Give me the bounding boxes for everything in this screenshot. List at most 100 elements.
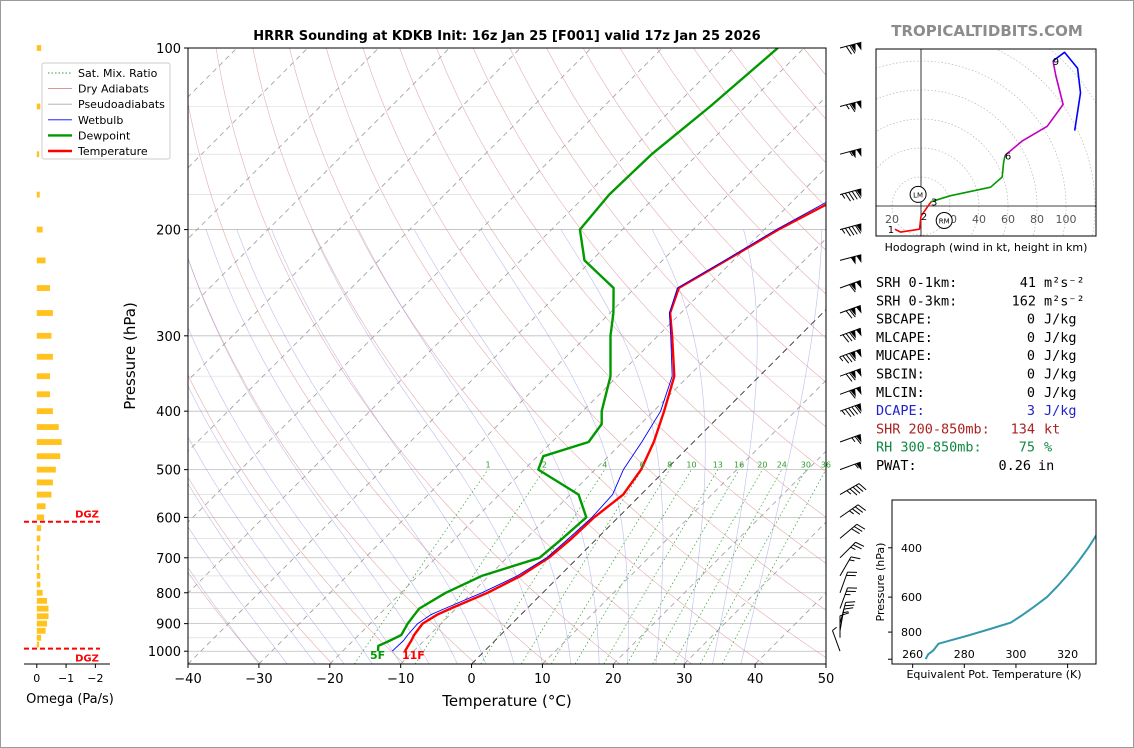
hodograph-height-label: 9 <box>1053 57 1059 68</box>
dry-adiabat-line <box>399 48 826 564</box>
wind-barb <box>839 280 862 293</box>
wind-barb <box>839 571 858 593</box>
barb-pennant <box>850 282 856 291</box>
barb-pennant <box>855 462 862 471</box>
dry-adiabat-line <box>188 571 261 664</box>
surface-dewpoint-label: 5F <box>370 649 385 662</box>
mixing-ratio-lines <box>354 469 826 664</box>
omega-bar <box>36 479 53 486</box>
legend: Sat. Mix. Ratio Dry Adiabats Pseudoadiabat… <box>41 62 171 160</box>
dry-adiabat-line <box>436 48 826 518</box>
barb-pennant <box>850 102 856 111</box>
barb-shaft <box>839 100 862 107</box>
barb-pennant <box>850 388 856 398</box>
y-tick-label: 200 <box>156 224 181 239</box>
isotherm-line <box>329 167 826 664</box>
index-unit: in <box>1038 458 1054 474</box>
y-tick-label: 100 <box>156 42 181 57</box>
wind-barb <box>839 607 854 631</box>
omega-bar <box>36 226 43 233</box>
index-label: SRH 0-3km: <box>876 293 957 309</box>
omega-bar <box>36 503 46 510</box>
x-tick-label: 50 <box>818 672 835 687</box>
index-label: SBCIN: <box>876 367 925 383</box>
legend-label: Dewpoint <box>78 129 131 142</box>
hodograph-height-label: 3 <box>931 198 937 209</box>
omega-bar <box>36 514 45 521</box>
dry-adiabat-line <box>325 48 826 659</box>
omega-bar <box>36 191 40 198</box>
wind-barb <box>839 386 862 399</box>
isotherm-line <box>188 48 592 452</box>
isotherm-line <box>188 48 663 523</box>
temperature-line <box>403 203 826 652</box>
pseudo-adiabat-line <box>188 526 288 664</box>
barb-full <box>854 506 864 513</box>
isotherm-line <box>613 450 826 664</box>
barb-full <box>852 486 861 494</box>
barb-full <box>851 406 859 415</box>
barb-full <box>851 508 861 515</box>
barb-full <box>846 574 856 577</box>
isotherm-line <box>683 521 826 664</box>
isotherm-line <box>754 592 826 664</box>
mixing-ratio-label: 6 <box>640 461 645 470</box>
theta-e-panel: 260 280 300 320 400 600 800 Equivalent Pot. Te… <box>874 499 1097 681</box>
skewt-ylabel: Pressure (hPa) <box>121 302 139 410</box>
brand-watermark: TROPICALTIDBITS.COM <box>891 22 1083 40</box>
omega-bar <box>36 554 40 561</box>
hodograph-ring-label: 80 <box>1030 213 1044 226</box>
mixing-ratio-label: 16 <box>734 461 744 470</box>
wind-barb <box>839 434 862 445</box>
hodograph-segment <box>894 201 932 233</box>
mixing-ratio-line <box>574 469 692 664</box>
mixing-ratio-line <box>652 469 763 664</box>
theta-e-line <box>924 533 1096 660</box>
omega-bar <box>36 453 61 460</box>
mixing-ratio-line <box>721 469 826 664</box>
theta-e-ticks: 260 280 300 320 400 600 800 <box>888 542 1078 668</box>
wind-barb <box>839 587 858 609</box>
barb-full <box>845 354 853 363</box>
barb-half <box>851 437 856 443</box>
dry-adiabat-line <box>766 48 826 120</box>
index-label: DCAPE: <box>876 403 925 419</box>
barb-pennant <box>855 305 862 314</box>
x-tick-label: −30 <box>245 672 272 687</box>
index-unit: J/kg <box>1044 403 1077 419</box>
dry-adiabat-line <box>188 257 477 664</box>
barb-shaft <box>839 461 861 471</box>
wind-barb <box>839 461 862 471</box>
barb-full <box>851 191 858 200</box>
omega-bar <box>36 373 50 380</box>
barb-pennant <box>850 351 856 360</box>
index-value: 0 <box>1027 312 1035 328</box>
wind-barb <box>839 403 862 418</box>
isotherm-line <box>542 379 826 664</box>
barb-pennant <box>855 328 862 337</box>
index-unit: J/kg <box>1044 367 1077 383</box>
barb-full <box>848 226 855 236</box>
pseudo-adiabats <box>188 229 823 664</box>
index-unit: m²s⁻² <box>1044 275 1085 291</box>
mixing-ratio-label: 4 <box>602 461 607 470</box>
theta-e-trace <box>924 533 1096 660</box>
barb-full <box>853 526 863 532</box>
omega-bar <box>36 597 48 604</box>
wind-barb <box>839 504 866 518</box>
dry-adiabat-line <box>950 48 1134 664</box>
legend-label: Temperature <box>77 145 148 158</box>
storm-motion-markers: LM RM <box>909 185 953 229</box>
x-tick-label: −10 <box>387 672 414 687</box>
dry-adiabat-line <box>546 48 826 383</box>
omega-bar <box>36 627 46 634</box>
pseudo-adiabat-line <box>188 385 373 664</box>
barb-half <box>841 193 846 199</box>
skewt-panel: HRRR Sounding at KDKB Init: 16z Jan 25 [… <box>41 29 1134 710</box>
pseudo-adiabat-line <box>712 229 758 664</box>
barb-shaft <box>839 386 861 395</box>
index-value: 0 <box>1027 348 1035 364</box>
pseudo-adiabat-line <box>188 436 345 664</box>
barb-half <box>849 151 854 157</box>
index-label: SBCAPE: <box>876 312 933 328</box>
